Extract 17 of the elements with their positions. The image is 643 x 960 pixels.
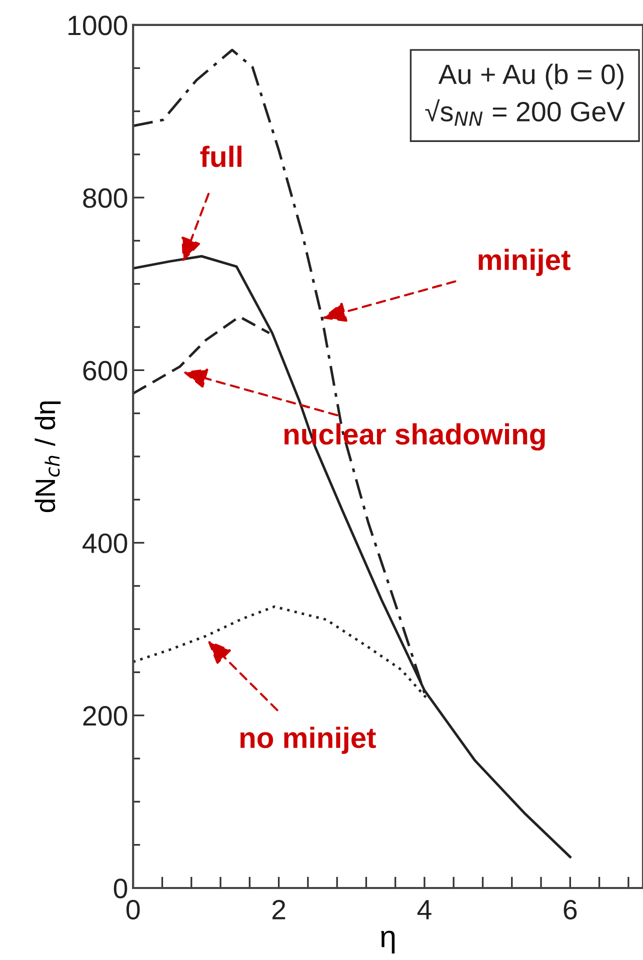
annotation: minijet [478,248,570,276]
y-tick-label: 800 [83,188,128,208]
y-axis-title: dN$_{ch}$ / dη [34,401,61,512]
annotation: √s$_{NN}$ = 200 GeV [425,99,626,126]
y-tick-label: 1000 [68,16,128,36]
x-axis-title: η [381,930,395,954]
annotation: no minijet [240,726,376,754]
y-tick-label: 0 [114,878,128,898]
y-tick-label: 400 [82,533,128,554]
y-tick-label: 200 [83,706,128,726]
annotation: full [200,146,242,168]
x-tick-label: 4 [417,900,432,920]
y-tick-label: 600 [83,360,128,381]
x-tick-label: 6 [564,900,577,920]
x-tick-label: 2 [272,900,286,920]
x-tick-label: 0 [126,900,140,920]
annotation: Au + Au (b = 0) [438,64,624,90]
